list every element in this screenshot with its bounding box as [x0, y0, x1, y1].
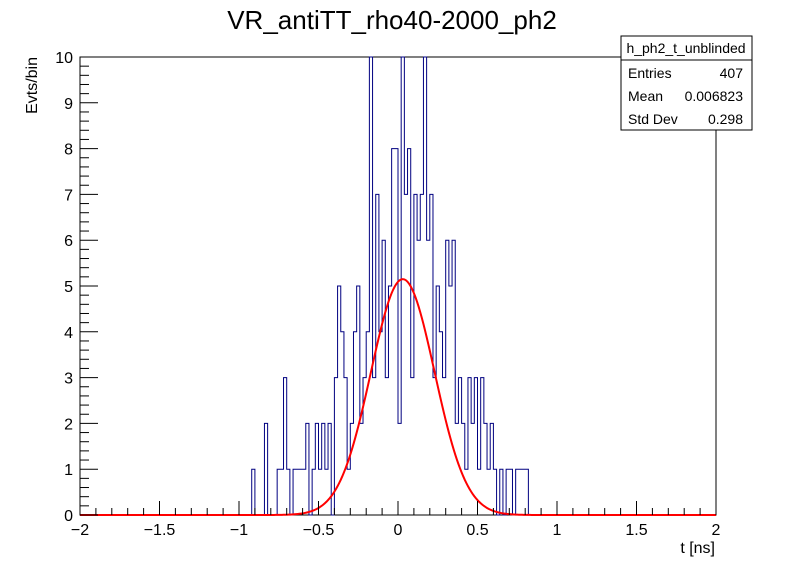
- histogram-bin-52: [417, 240, 420, 515]
- stats-entries-value: 407: [720, 65, 744, 81]
- histogram-bin-67: [465, 469, 468, 515]
- histogram-bin-9: [280, 469, 283, 515]
- x-tick-label: 1.5: [625, 522, 647, 539]
- histogram-layer: [80, 56, 716, 516]
- histogram-bin-34: [360, 423, 363, 515]
- histogram-bin-63: [452, 240, 455, 515]
- histogram-bin-61: [446, 240, 449, 515]
- y-tick-label: 5: [64, 279, 73, 296]
- histogram-bin-28: [341, 332, 344, 515]
- stats-mean-label: Mean: [628, 88, 663, 104]
- histogram-bin-73: [484, 423, 487, 515]
- chart-title: VR_antiTT_rho40-2000_ph2: [227, 5, 557, 35]
- histogram-bin-22: [322, 423, 325, 515]
- histogram-bin-68: [468, 378, 471, 515]
- histogram-bin-14: [296, 469, 299, 515]
- histogram-bin-55: [427, 240, 430, 515]
- histogram-bin-10: [284, 378, 287, 515]
- histogram-bin-45: [395, 149, 398, 515]
- y-tick-label: 10: [55, 50, 73, 67]
- histogram-bin-62: [449, 286, 452, 515]
- histogram-bin-59: [439, 332, 442, 515]
- histogram-bin-69: [471, 423, 474, 515]
- histogram-bin-64: [455, 423, 458, 515]
- x-tick-label: 0.5: [466, 522, 488, 539]
- x-tick-label: 2: [712, 522, 721, 539]
- histogram-bin-65: [458, 378, 461, 515]
- histogram-bin-37: [369, 57, 372, 515]
- histogram-bin-78: [500, 469, 503, 515]
- histogram-bin-75: [490, 423, 493, 515]
- histogram-bin-17: [306, 423, 309, 515]
- histogram-bin-70: [474, 378, 477, 515]
- stats-mean-value: 0.006823: [685, 88, 744, 104]
- y-tick-label: 4: [64, 325, 73, 342]
- histogram-bin-72: [481, 378, 484, 515]
- x-tick-label: 1: [553, 522, 562, 539]
- histogram-bin-33: [357, 286, 360, 515]
- histogram-bin-48: [404, 194, 407, 515]
- y-tick-label: 0: [64, 508, 73, 525]
- histogram-bin-84: [519, 469, 522, 515]
- histogram-bin-31: [350, 423, 353, 515]
- histogram-bin-8: [277, 469, 280, 515]
- histogram-bin-49: [408, 149, 411, 515]
- histogram-bin-41: [382, 240, 385, 515]
- gaussian-fit-curve: [80, 278, 716, 516]
- histogram-bin-42: [385, 378, 388, 515]
- histogram-bin-66: [462, 423, 465, 515]
- histogram-bin-47: [401, 57, 404, 515]
- histogram-bin-51: [414, 194, 417, 515]
- histogram-bin-13: [293, 469, 296, 515]
- y-tick-label: 8: [64, 142, 73, 159]
- stats-entries-label: Entries: [628, 65, 672, 81]
- histogram-bin-36: [366, 332, 369, 515]
- x-tick-label: 0: [394, 522, 403, 539]
- y-axis: 0 1 2 3 4 5 6 7 8 9 10: [55, 50, 98, 525]
- histogram-bin-58: [436, 286, 439, 515]
- y-tick-label: 2: [64, 416, 73, 433]
- x-axis: −2 −1.5 −1 −0.5 0 0.5 1 1.5 2: [71, 501, 721, 539]
- histogram-bin-40: [379, 332, 382, 515]
- histogram-bin-4: [264, 423, 267, 515]
- histogram-outline: [80, 56, 716, 516]
- histogram-bin-23: [325, 469, 328, 515]
- y-tick-label: 3: [64, 371, 73, 388]
- y-tick-label: 1: [64, 462, 73, 479]
- histogram-bin-19: [312, 469, 315, 515]
- histogram-bin-43: [388, 286, 391, 515]
- histogram-bin-60: [443, 378, 446, 515]
- stats-stddev-label: Std Dev: [628, 111, 678, 127]
- x-axis-label: t [ns]: [680, 540, 715, 557]
- histogram-bin-83: [516, 469, 519, 515]
- histogram-bin-53: [420, 194, 423, 515]
- y-tick-label: 9: [64, 96, 73, 113]
- histogram-bin-29: [344, 378, 347, 515]
- x-tick-label: −0.5: [303, 522, 335, 539]
- x-tick-label: −1: [230, 522, 248, 539]
- x-tick-label: −2: [71, 522, 89, 539]
- y-tick-label: 6: [64, 233, 73, 250]
- histogram-bin-50: [411, 378, 414, 515]
- histogram-bin-54: [423, 57, 426, 515]
- histogram-bin-26: [334, 378, 337, 515]
- histogram-bin-39: [376, 194, 379, 515]
- stats-box-title: h_ph2_t_unblinded: [626, 40, 745, 56]
- stats-box: h_ph2_t_unblinded Entries 407 Mean 0.006…: [620, 35, 753, 131]
- histogram-bin-57: [433, 378, 436, 515]
- y-axis-label: Evts/bin: [24, 57, 41, 114]
- histogram-bin-38: [373, 378, 376, 515]
- x-tick-label: −1.5: [144, 522, 176, 539]
- histogram-bin-24: [328, 423, 331, 515]
- stats-box-frame: [620, 35, 753, 131]
- histogram-bin-32: [353, 332, 356, 515]
- histogram-bin-44: [392, 149, 395, 515]
- stats-stddev-value: 0.298: [708, 111, 743, 127]
- y-tick-label: 7: [64, 187, 73, 204]
